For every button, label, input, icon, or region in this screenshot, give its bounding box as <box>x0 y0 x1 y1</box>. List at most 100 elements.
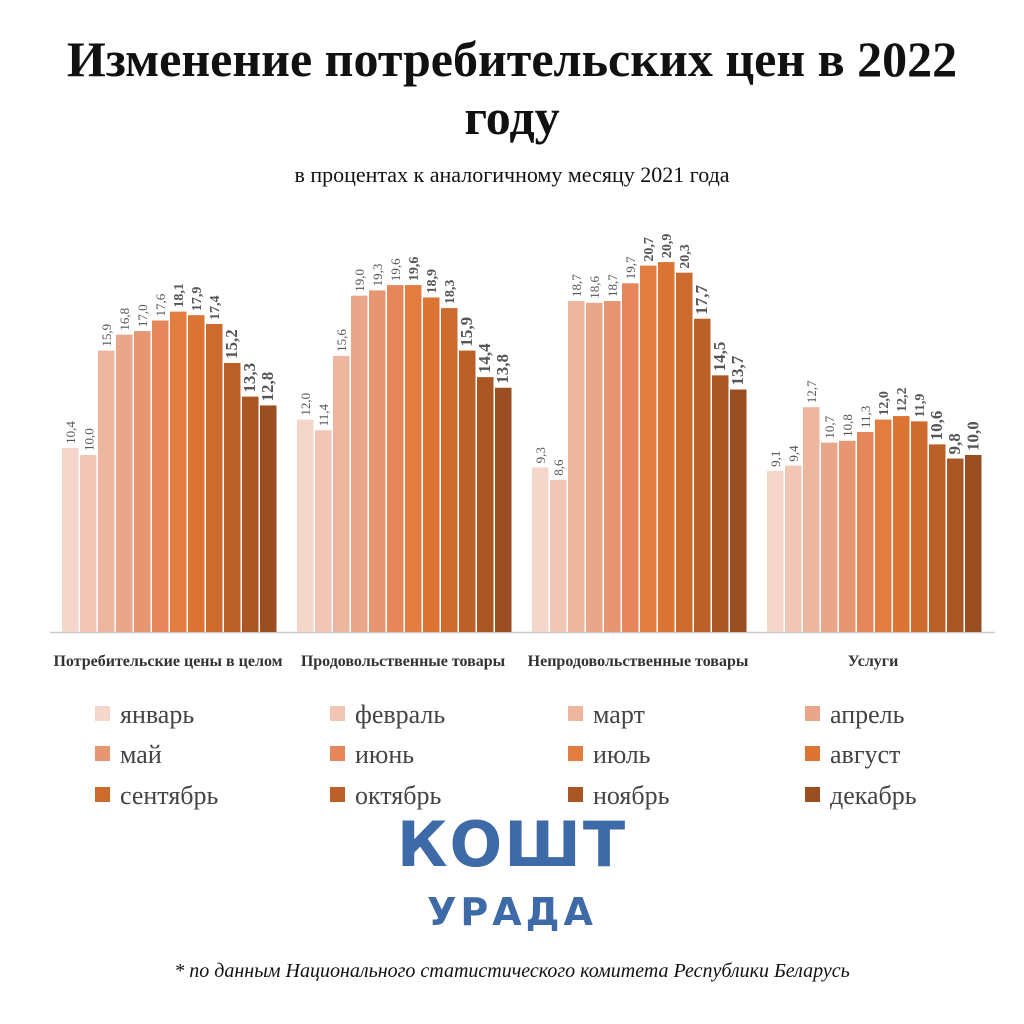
bar <box>532 467 549 632</box>
legend-label: февраль <box>355 700 446 729</box>
legend-item: июль <box>568 740 651 770</box>
bar <box>387 285 404 632</box>
bar <box>658 262 675 632</box>
value-label: 15,6 <box>334 329 349 352</box>
bar <box>730 389 747 632</box>
footnote: * по данным Национального статистическог… <box>174 960 850 982</box>
bar <box>333 355 350 632</box>
value-label: 18,1 <box>172 283 187 308</box>
bar <box>134 331 151 632</box>
value-label: 18,7 <box>605 274 620 297</box>
bar <box>676 272 693 632</box>
logo-bottom: УРАДА <box>427 890 597 934</box>
legend-item: декабрь <box>805 781 917 811</box>
category-label: Услуги <box>847 653 899 670</box>
value-label: 10,7 <box>822 415 837 438</box>
legend-swatch <box>805 746 820 761</box>
legend-swatch <box>568 746 583 761</box>
value-label: 10,4 <box>63 421 78 444</box>
legend-item: сентябрь <box>95 781 218 811</box>
legend-label: сентябрь <box>120 781 219 810</box>
bar <box>98 350 115 632</box>
legend-label: май <box>120 740 162 769</box>
bar <box>875 419 892 632</box>
legend-label: декабрь <box>830 781 917 810</box>
bar <box>495 387 512 632</box>
legend-swatch <box>330 746 345 761</box>
legend-label: октябрь <box>355 781 442 810</box>
bar <box>260 405 277 632</box>
category-label: Непродовольственные товары <box>527 653 749 670</box>
value-label: 11,4 <box>316 403 331 426</box>
value-label: 12,7 <box>804 380 819 403</box>
bar <box>857 431 874 632</box>
value-label: 9,4 <box>786 445 801 462</box>
bar <box>911 421 928 632</box>
bar <box>622 283 639 632</box>
bar <box>423 297 440 632</box>
legend-swatch <box>330 706 345 721</box>
value-label: 10,8 <box>840 414 855 437</box>
legend-item: ноябрь <box>568 781 669 811</box>
bar <box>712 375 729 632</box>
value-label: 19,0 <box>352 269 367 292</box>
value-label: 15,2 <box>222 329 241 359</box>
value-label: 18,9 <box>425 269 440 294</box>
value-label: 12,8 <box>258 372 277 402</box>
value-label: 12,0 <box>298 393 313 416</box>
value-label: 15,9 <box>99 324 114 347</box>
value-label: 8,6 <box>551 459 566 476</box>
value-label: 10,6 <box>927 411 946 441</box>
bar <box>965 455 982 632</box>
value-label: 14,5 <box>710 342 729 372</box>
bar <box>947 458 964 632</box>
legend-item: май <box>95 740 162 770</box>
bar <box>62 447 79 632</box>
chart: 10,4 10,015,916,8 17,0 17,6 18,1 17,9 17,415,2… <box>50 234 995 634</box>
value-label: 19,6 <box>388 258 403 281</box>
value-label: 15,9 <box>457 317 476 347</box>
value-label: 10,0 <box>963 421 982 451</box>
bar <box>242 396 259 632</box>
value-label: 20,9 <box>660 234 675 259</box>
bar <box>568 301 585 632</box>
bar <box>477 377 494 632</box>
bar <box>893 416 910 632</box>
legend-swatch <box>805 787 820 802</box>
bar <box>224 362 241 632</box>
bar <box>803 407 820 632</box>
legend-swatch <box>568 706 583 721</box>
value-label: 13,7 <box>728 355 747 385</box>
legend-swatch <box>95 706 110 721</box>
bar <box>767 470 784 632</box>
value-label: 18,6 <box>587 276 602 299</box>
bar <box>188 315 205 632</box>
legend-label: апрель <box>830 700 905 729</box>
value-label: 19,3 <box>370 264 385 287</box>
bar <box>604 301 621 632</box>
legend-swatch <box>568 787 583 802</box>
value-label: 20,7 <box>642 237 657 262</box>
bar <box>441 308 458 632</box>
chart-title: Изменение потребительских цен в 2022 год… <box>66 31 958 145</box>
bar <box>550 479 567 632</box>
bar <box>640 265 657 632</box>
value-label: 9,8 <box>945 433 964 454</box>
value-label: 16,8 <box>117 308 132 331</box>
bar <box>351 295 368 632</box>
legend-item: июнь <box>330 740 414 770</box>
value-label: 11,3 <box>858 406 873 428</box>
bar <box>152 320 169 632</box>
category-label: Потребительские цены в целом <box>53 653 283 670</box>
bar <box>116 334 133 632</box>
legend-item: январь <box>95 700 194 730</box>
value-label: 9,3 <box>533 447 548 463</box>
bar <box>315 430 332 632</box>
category-label: Продовольственные товары <box>300 653 506 670</box>
bar <box>80 455 97 632</box>
value-label: 13,8 <box>493 354 512 384</box>
legend-item: март <box>568 700 645 730</box>
bar <box>206 324 223 632</box>
value-label: 19,7 <box>623 256 638 279</box>
